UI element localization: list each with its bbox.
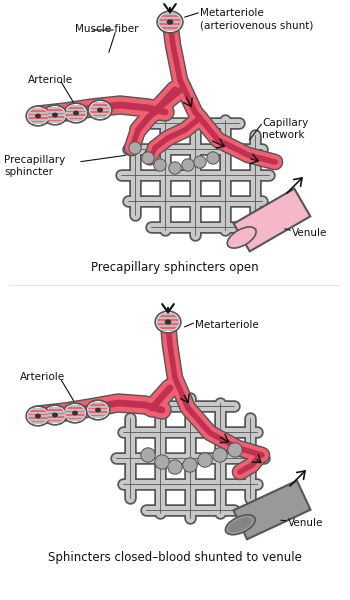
Circle shape bbox=[198, 453, 212, 467]
Ellipse shape bbox=[158, 12, 182, 32]
Circle shape bbox=[213, 448, 227, 462]
Ellipse shape bbox=[66, 105, 86, 121]
Ellipse shape bbox=[227, 227, 256, 248]
Circle shape bbox=[183, 458, 197, 472]
Ellipse shape bbox=[27, 407, 49, 425]
Ellipse shape bbox=[64, 103, 88, 123]
Ellipse shape bbox=[43, 105, 67, 125]
Text: Arteriole: Arteriole bbox=[20, 372, 65, 382]
Ellipse shape bbox=[44, 406, 66, 424]
Text: Venule: Venule bbox=[288, 518, 323, 528]
Circle shape bbox=[129, 142, 141, 154]
Polygon shape bbox=[234, 188, 310, 251]
Ellipse shape bbox=[88, 402, 108, 418]
Text: Venule: Venule bbox=[292, 228, 327, 238]
Ellipse shape bbox=[156, 312, 180, 332]
Ellipse shape bbox=[28, 408, 48, 424]
Circle shape bbox=[195, 157, 205, 167]
Ellipse shape bbox=[64, 404, 86, 422]
Ellipse shape bbox=[28, 108, 48, 124]
Circle shape bbox=[142, 449, 154, 461]
Text: Muscle fiber: Muscle fiber bbox=[75, 24, 139, 34]
Ellipse shape bbox=[165, 319, 171, 325]
Ellipse shape bbox=[157, 11, 183, 33]
Ellipse shape bbox=[86, 400, 110, 420]
Ellipse shape bbox=[45, 407, 65, 423]
Ellipse shape bbox=[230, 229, 253, 245]
Circle shape bbox=[169, 162, 181, 174]
Text: Arteriole: Arteriole bbox=[28, 75, 73, 85]
Ellipse shape bbox=[89, 101, 111, 119]
Circle shape bbox=[182, 159, 194, 171]
Ellipse shape bbox=[65, 104, 87, 122]
Circle shape bbox=[154, 159, 166, 171]
Circle shape bbox=[170, 163, 180, 173]
Circle shape bbox=[207, 152, 219, 164]
Ellipse shape bbox=[43, 405, 67, 425]
Polygon shape bbox=[233, 481, 310, 539]
Circle shape bbox=[199, 454, 211, 466]
Ellipse shape bbox=[35, 113, 41, 118]
Ellipse shape bbox=[88, 100, 112, 120]
Text: Precapillary sphincters open: Precapillary sphincters open bbox=[91, 262, 259, 275]
Text: Precapillary
sphincter: Precapillary sphincter bbox=[4, 155, 65, 178]
Ellipse shape bbox=[155, 311, 181, 333]
Ellipse shape bbox=[95, 407, 101, 412]
Ellipse shape bbox=[225, 515, 255, 535]
Circle shape bbox=[208, 153, 218, 163]
Circle shape bbox=[184, 459, 196, 471]
Ellipse shape bbox=[87, 401, 109, 419]
Ellipse shape bbox=[45, 107, 65, 123]
Ellipse shape bbox=[52, 113, 58, 118]
Ellipse shape bbox=[65, 405, 85, 421]
Circle shape bbox=[168, 460, 182, 474]
Text: Metarteriole: Metarteriole bbox=[195, 320, 259, 330]
Ellipse shape bbox=[52, 413, 58, 418]
Ellipse shape bbox=[90, 102, 110, 118]
Circle shape bbox=[142, 152, 154, 164]
Ellipse shape bbox=[27, 107, 49, 125]
Ellipse shape bbox=[73, 110, 79, 115]
Text: Metarteriole
(arteriovenous shunt): Metarteriole (arteriovenous shunt) bbox=[200, 8, 313, 31]
Ellipse shape bbox=[97, 107, 103, 112]
Circle shape bbox=[214, 449, 226, 461]
Ellipse shape bbox=[26, 106, 50, 126]
Ellipse shape bbox=[35, 413, 41, 418]
Circle shape bbox=[130, 143, 140, 153]
Ellipse shape bbox=[26, 406, 50, 426]
Ellipse shape bbox=[44, 106, 66, 124]
Circle shape bbox=[143, 153, 153, 163]
Text: Capillary
network: Capillary network bbox=[262, 118, 308, 140]
Circle shape bbox=[228, 443, 242, 457]
Circle shape bbox=[194, 156, 206, 168]
Ellipse shape bbox=[167, 19, 173, 25]
Circle shape bbox=[156, 456, 168, 468]
Circle shape bbox=[141, 448, 155, 462]
Ellipse shape bbox=[159, 13, 181, 31]
Circle shape bbox=[155, 160, 165, 170]
Circle shape bbox=[155, 455, 169, 469]
Circle shape bbox=[183, 160, 193, 170]
Ellipse shape bbox=[63, 403, 87, 423]
Ellipse shape bbox=[229, 517, 252, 532]
Text: Sphincters closed–blood shunted to venule: Sphincters closed–blood shunted to venul… bbox=[48, 551, 302, 565]
Circle shape bbox=[169, 461, 181, 473]
Circle shape bbox=[229, 444, 241, 456]
Ellipse shape bbox=[72, 410, 78, 415]
Ellipse shape bbox=[157, 313, 179, 331]
